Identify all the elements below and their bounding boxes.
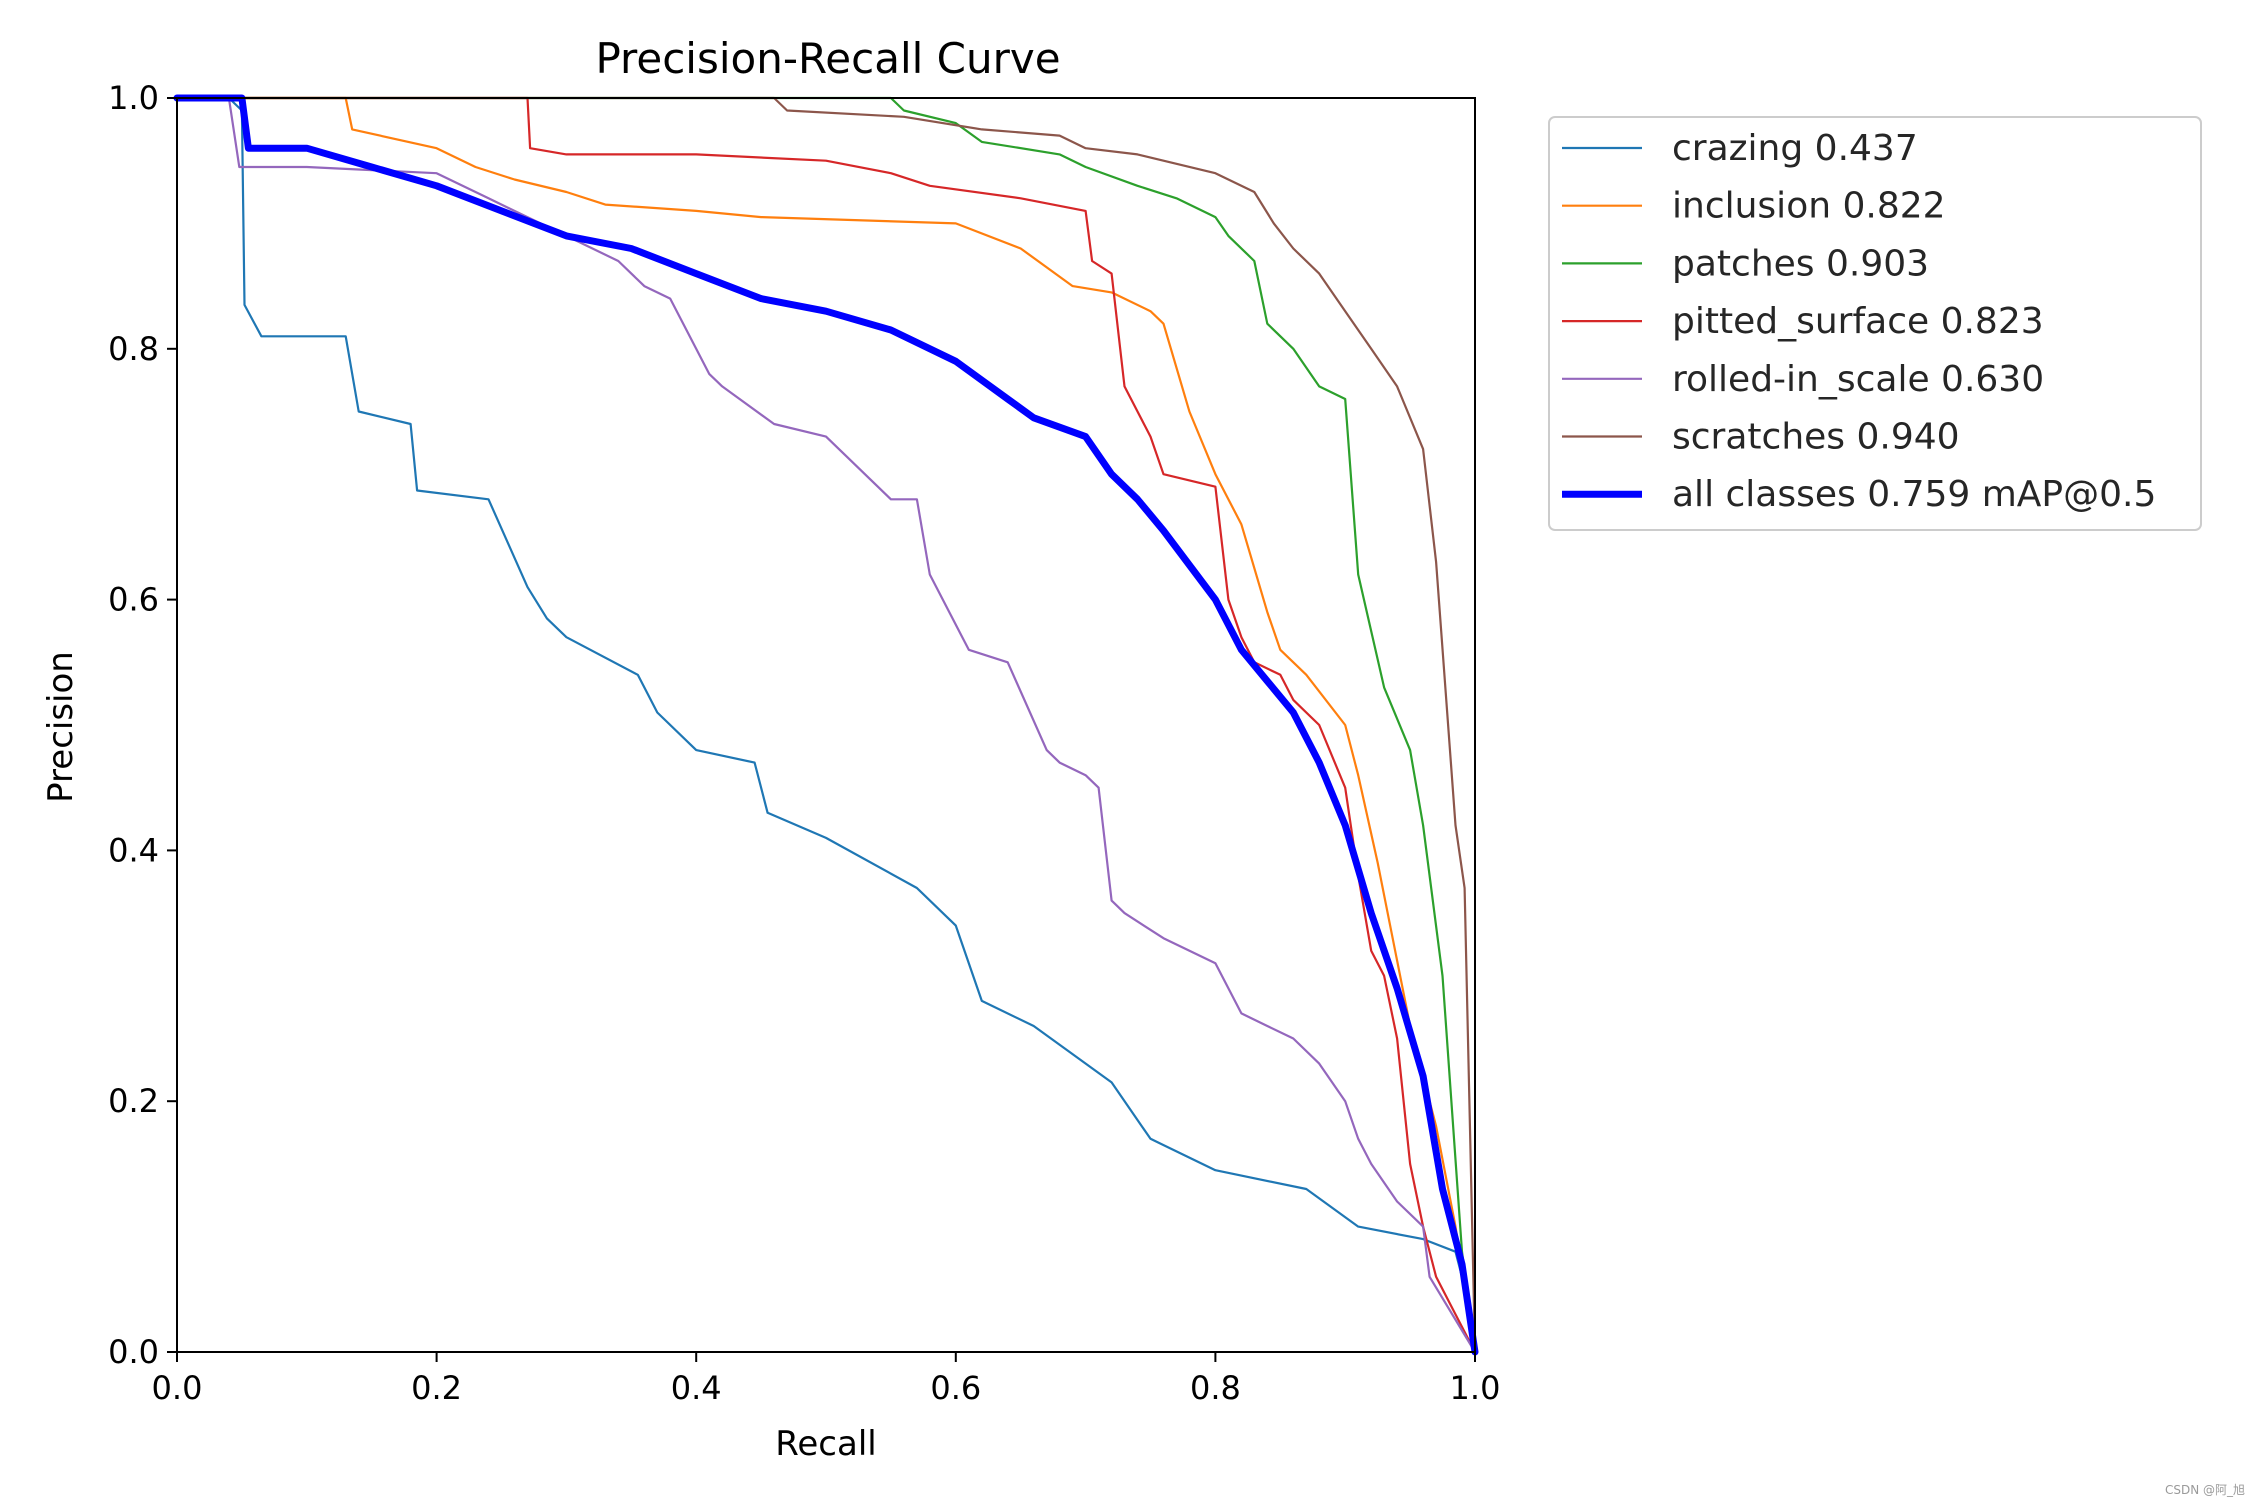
plot-frame xyxy=(176,97,1476,1353)
x-tick-label: 0.2 xyxy=(411,1369,462,1407)
chart-title: Precision-Recall Curve xyxy=(595,34,1060,83)
y-tick-label: 0.4 xyxy=(108,831,159,869)
y-tick-label: 0.2 xyxy=(108,1082,159,1120)
legend: crazing 0.437 inclusion 0.822 patches 0.90… xyxy=(1548,116,2202,531)
series-line-0 xyxy=(175,96,1477,1354)
y-tick-label: 0.6 xyxy=(108,581,159,619)
legend-label-0: crazing 0.437 xyxy=(1672,128,1918,169)
legend-label-6: all classes 0.759 mAP@0.5 xyxy=(1672,474,2156,515)
series-line-6 xyxy=(173,94,1479,1356)
watermark: CSDN @阿_旭 xyxy=(2165,1483,2245,1497)
series-line-2 xyxy=(175,96,1477,1354)
series-layer xyxy=(173,94,1479,1356)
y-tick-label: 1.0 xyxy=(108,79,159,117)
legend-label-5: scratches 0.940 xyxy=(1672,417,1960,458)
x-tick-label: 0.4 xyxy=(671,1369,722,1407)
series-line-3 xyxy=(175,96,1477,1354)
y-tick-label: 0.0 xyxy=(108,1333,159,1371)
x-tick-label: 0.0 xyxy=(152,1369,203,1407)
x-axis-label: Recall xyxy=(775,1424,876,1464)
legend-label-3: pitted_surface 0.823 xyxy=(1672,301,2044,342)
series-line-5 xyxy=(175,96,1477,1354)
x-tick-label: 0.6 xyxy=(930,1369,981,1407)
series-line-4 xyxy=(175,96,1477,1354)
x-tick-label: 0.8 xyxy=(1190,1369,1241,1407)
legend-label-4: rolled-in_scale 0.630 xyxy=(1672,359,2044,400)
series-line-1 xyxy=(175,96,1477,1354)
legend-box xyxy=(1548,116,2202,531)
x-tick-label: 1.0 xyxy=(1450,1369,1501,1407)
tick-layer: 0.0 0.2 0.4 0.6 0.8 1.0 0.0 0.2 0.4 0.6 0.8 1.0 xyxy=(108,79,1500,1407)
y-axis-label: Precision xyxy=(41,651,81,803)
legend-label-1: inclusion 0.822 xyxy=(1672,186,1946,227)
legend-label-2: patches 0.903 xyxy=(1672,243,1929,284)
y-tick-label: 0.8 xyxy=(108,330,159,368)
